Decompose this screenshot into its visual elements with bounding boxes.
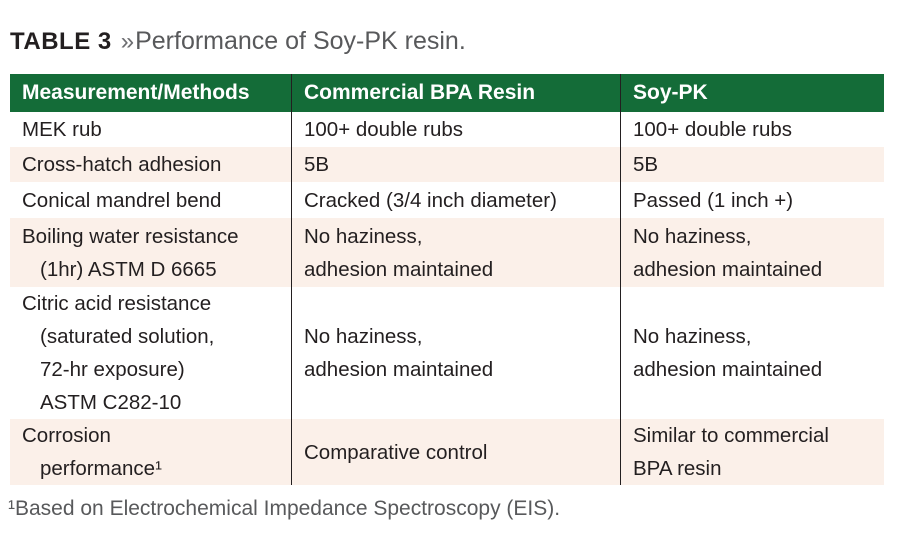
cell-soypk: No haziness, adhesion maintained bbox=[620, 218, 884, 287]
table-row: Cross-hatch adhesion 5B 5B bbox=[10, 147, 884, 182]
table-number-label: TABLE 3 bbox=[10, 28, 112, 55]
table-footnote: ¹Based on Electrochemical Impedance Spec… bbox=[8, 497, 561, 520]
cell-bpa: 100+ double rubs bbox=[291, 112, 620, 147]
column-header-measurement: Measurement/Methods bbox=[22, 81, 250, 104]
column-header-bpa: Commercial BPA Resin bbox=[291, 74, 620, 112]
table-row: Conical mandrel bend Cracked (3/4 inch d… bbox=[10, 182, 884, 218]
chevron-right-icon: » bbox=[120, 28, 135, 55]
table-header-row: Measurement/Methods Commercial BPA Resin… bbox=[10, 74, 884, 112]
cell-method: Conical mandrel bend bbox=[22, 188, 222, 212]
table-title-text: Performance of Soy-PK resin. bbox=[135, 27, 466, 55]
table-row: MEK rub 100+ double rubs 100+ double rub… bbox=[10, 112, 884, 147]
cell-method: MEK rub bbox=[22, 118, 102, 141]
cell-bpa: Cracked (3/4 inch diameter) bbox=[291, 182, 620, 218]
cell-soypk: Passed (1 inch +) bbox=[620, 182, 884, 218]
cell-method: Cross-hatch adhesion bbox=[22, 153, 222, 176]
cell-soypk: Similar to commercial BPA resin bbox=[620, 419, 884, 485]
performance-table: Measurement/Methods Commercial BPA Resin… bbox=[10, 74, 884, 485]
cell-bpa: 5B bbox=[291, 147, 620, 182]
table-row: Boiling water resistance (1hr) ASTM D 66… bbox=[10, 218, 884, 287]
cell-method: Citric acid resistance (saturated soluti… bbox=[22, 292, 215, 414]
cell-bpa: No haziness, adhesion maintained bbox=[291, 218, 620, 287]
cell-bpa: No haziness, adhesion maintained bbox=[291, 287, 620, 419]
cell-soypk: 5B bbox=[620, 147, 884, 182]
cell-soypk: No haziness, adhesion maintained bbox=[620, 287, 884, 419]
table-title: TABLE 3 »Performance of Soy-PK resin. bbox=[10, 26, 900, 57]
table-row: Corrosion performance¹ Comparative contr… bbox=[10, 419, 884, 485]
cell-soypk: 100+ double rubs bbox=[620, 112, 884, 147]
table-row: Citric acid resistance (saturated soluti… bbox=[10, 287, 884, 419]
cell-method: Corrosion performance¹ bbox=[22, 424, 162, 480]
column-header-soypk: Soy-PK bbox=[620, 74, 884, 112]
cell-bpa: Comparative control bbox=[291, 419, 620, 485]
cell-method: Boiling water resistance (1hr) ASTM D 66… bbox=[22, 224, 239, 281]
